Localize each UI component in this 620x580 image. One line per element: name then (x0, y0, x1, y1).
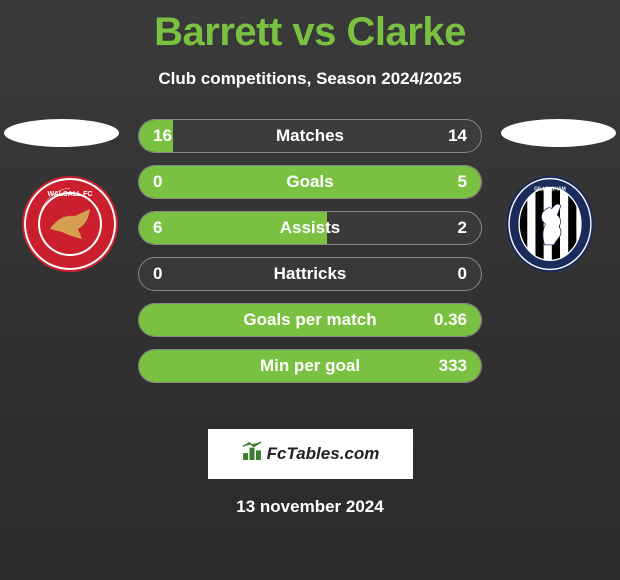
bar-value-left: 0 (153, 264, 162, 284)
page-title: Barrett vs Clarke (0, 0, 620, 55)
stat-bar: Min per goal333 (138, 349, 482, 383)
club-crest-left: WALSALL FC (20, 174, 120, 274)
bar-value-right: 0 (458, 264, 467, 284)
stat-bar: Assists6 2 (138, 211, 482, 245)
date-text: 13 november 2024 (0, 497, 620, 517)
bar-label: Matches (139, 126, 481, 146)
bar-value-right: 5 (458, 172, 467, 192)
stat-bar: Matches16 14 (138, 119, 482, 153)
comparison-area: WALSALL FC GILLINGHAM Matches1614Goals05… (0, 119, 620, 419)
brand-text: FcTables.com (267, 444, 380, 464)
fctables-logo: FcTables.com (241, 441, 380, 468)
subtitle: Club competitions, Season 2024/2025 (0, 69, 620, 89)
stat-bars: Matches1614Goals05Assists62Hattricks00Go… (138, 119, 482, 395)
bar-value-right: 0.36 (434, 310, 467, 330)
bar-label: Goals per match (139, 310, 481, 330)
stat-bar: Hattricks0 0 (138, 257, 482, 291)
bar-label: Assists (139, 218, 481, 238)
player-base-left (4, 119, 119, 147)
bar-value-right: 333 (439, 356, 467, 376)
stat-bar: Goals0 5 (138, 165, 482, 199)
bar-label: Hattricks (139, 264, 481, 284)
svg-text:GILLINGHAM: GILLINGHAM (534, 186, 566, 192)
svg-text:WALSALL FC: WALSALL FC (48, 191, 93, 198)
stat-bar: Goals per match0.36 (138, 303, 482, 337)
club-crest-right: GILLINGHAM (500, 174, 600, 274)
gillingham-crest-icon: GILLINGHAM (500, 174, 600, 274)
bar-value-left: 0 (153, 172, 162, 192)
bar-value-right: 2 (458, 218, 467, 238)
bar-value-left: 6 (153, 218, 162, 238)
bar-value-right: 14 (448, 126, 467, 146)
player-base-right (501, 119, 616, 147)
bar-value-left: 16 (153, 126, 172, 146)
walsall-crest-icon: WALSALL FC (20, 174, 120, 274)
brand-box: FcTables.com (208, 429, 413, 479)
bar-label: Goals (139, 172, 481, 192)
bar-label: Min per goal (139, 356, 481, 376)
chart-icon (241, 441, 263, 468)
